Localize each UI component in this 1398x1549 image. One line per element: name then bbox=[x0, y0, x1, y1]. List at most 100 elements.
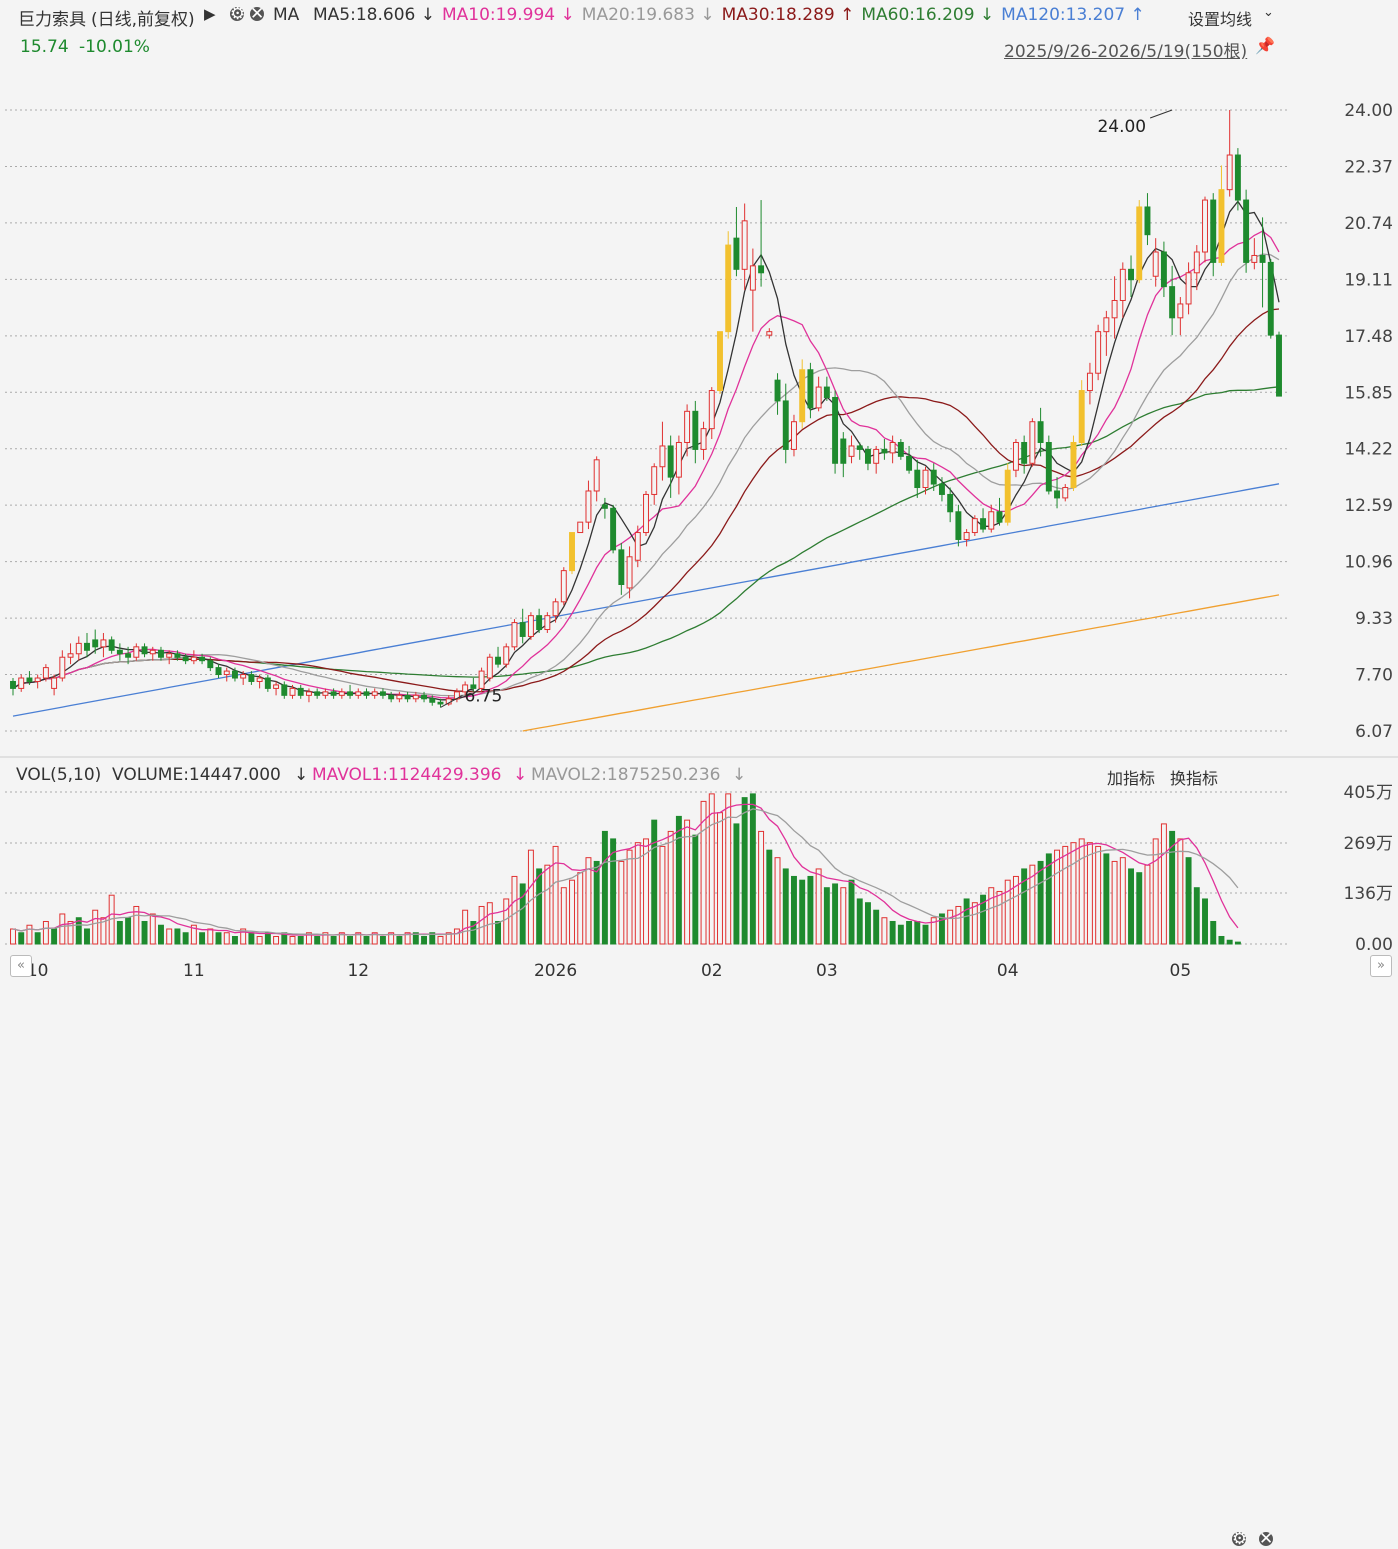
volume-bar[interactable] bbox=[708, 793, 715, 945]
add-indicator-button[interactable]: 加指标 bbox=[1107, 769, 1156, 788]
volume-bar[interactable] bbox=[248, 932, 255, 945]
volume-bar[interactable] bbox=[412, 932, 419, 945]
candle[interactable] bbox=[125, 646, 132, 665]
volume-bar[interactable] bbox=[67, 920, 74, 945]
candle[interactable] bbox=[437, 698, 444, 708]
volume-bar[interactable] bbox=[141, 920, 148, 945]
candle[interactable] bbox=[593, 456, 600, 502]
candle[interactable] bbox=[552, 598, 559, 623]
candle[interactable] bbox=[412, 691, 419, 703]
volume-bar[interactable] bbox=[322, 932, 329, 945]
candle[interactable] bbox=[684, 404, 691, 457]
candle[interactable] bbox=[1177, 297, 1184, 336]
candle[interactable] bbox=[585, 480, 592, 530]
candle[interactable] bbox=[643, 490, 649, 537]
volume-bar[interactable] bbox=[158, 924, 164, 945]
candle[interactable] bbox=[1012, 439, 1019, 478]
candle[interactable] bbox=[207, 657, 214, 672]
volume-bar[interactable] bbox=[1202, 898, 1208, 945]
volume-bar[interactable] bbox=[725, 793, 732, 945]
volume-bar[interactable] bbox=[1218, 935, 1225, 945]
candle[interactable] bbox=[330, 688, 337, 699]
candle[interactable] bbox=[470, 678, 477, 692]
candle[interactable] bbox=[10, 678, 16, 696]
candle[interactable] bbox=[856, 442, 863, 460]
volume-bar[interactable] bbox=[116, 920, 123, 945]
volume-bar[interactable] bbox=[347, 935, 354, 945]
volume-bar[interactable] bbox=[1210, 920, 1217, 945]
volume-bar[interactable] bbox=[618, 860, 625, 945]
candle[interactable] bbox=[108, 636, 115, 654]
volume-bar[interactable] bbox=[881, 917, 888, 945]
candle[interactable] bbox=[930, 463, 937, 491]
candle[interactable] bbox=[1029, 418, 1036, 467]
candle[interactable] bbox=[1210, 193, 1217, 277]
volume-bar[interactable] bbox=[495, 920, 501, 945]
candle[interactable] bbox=[577, 521, 584, 534]
volume-bar[interactable] bbox=[75, 917, 82, 945]
volume-bar[interactable] bbox=[396, 935, 403, 945]
volume-bar[interactable] bbox=[692, 834, 699, 945]
volume-bar[interactable] bbox=[1037, 860, 1044, 945]
volume-bar[interactable] bbox=[864, 902, 871, 945]
volume-bar[interactable] bbox=[215, 932, 222, 945]
volume-bar[interactable] bbox=[125, 917, 132, 945]
candle[interactable] bbox=[1045, 435, 1052, 495]
candle[interactable] bbox=[601, 497, 608, 519]
volume-bar[interactable] bbox=[338, 932, 345, 945]
volume-bar[interactable] bbox=[355, 932, 362, 945]
volume-bar[interactable] bbox=[544, 864, 551, 945]
candle[interactable] bbox=[922, 466, 929, 495]
volume-bar[interactable] bbox=[404, 932, 411, 945]
volume-bar[interactable] bbox=[1095, 845, 1102, 945]
volume-bar[interactable] bbox=[643, 838, 649, 945]
candle[interactable] bbox=[478, 667, 485, 692]
volume-bar[interactable] bbox=[429, 932, 436, 945]
candle[interactable] bbox=[980, 508, 987, 533]
candle[interactable] bbox=[766, 328, 773, 339]
candle[interactable] bbox=[1202, 196, 1208, 263]
volume-bar[interactable] bbox=[240, 928, 247, 945]
volume-bar[interactable] bbox=[51, 928, 58, 945]
candle[interactable] bbox=[659, 421, 666, 481]
candle[interactable] bbox=[158, 646, 164, 661]
volume-bar[interactable] bbox=[273, 935, 280, 945]
candle[interactable] bbox=[289, 684, 296, 699]
switch-indicator-button[interactable]: 换指标 bbox=[1170, 769, 1219, 788]
volume-bar[interactable] bbox=[314, 935, 321, 945]
candle[interactable] bbox=[971, 515, 978, 537]
volume-bar[interactable] bbox=[733, 823, 740, 945]
volume-bar[interactable] bbox=[815, 868, 822, 945]
candle[interactable] bbox=[305, 688, 312, 703]
volume-bar[interactable] bbox=[1144, 864, 1151, 945]
volume-bar[interactable] bbox=[840, 887, 847, 945]
candle[interactable] bbox=[503, 643, 510, 668]
date-range-label[interactable]: 2025/9/26-2026/5/19(150根) bbox=[1004, 42, 1248, 62]
volume-bar[interactable] bbox=[305, 932, 312, 945]
volume-bar[interactable] bbox=[988, 887, 995, 945]
candle[interactable] bbox=[511, 619, 518, 651]
volume-bar[interactable] bbox=[634, 842, 641, 945]
volume-bar[interactable] bbox=[190, 924, 197, 945]
candle[interactable] bbox=[59, 650, 66, 682]
candle[interactable] bbox=[725, 231, 732, 339]
candle[interactable] bbox=[897, 439, 904, 460]
candle[interactable] bbox=[248, 671, 255, 685]
volume-bar[interactable] bbox=[388, 932, 395, 945]
candle[interactable] bbox=[429, 695, 436, 706]
candle[interactable] bbox=[1259, 217, 1266, 308]
candle[interactable] bbox=[864, 445, 871, 471]
volume-bar[interactable] bbox=[947, 909, 954, 945]
candle[interactable] bbox=[141, 643, 148, 658]
volume-bar[interactable] bbox=[832, 883, 839, 945]
volume-bar[interactable] bbox=[1185, 857, 1192, 945]
candle[interactable] bbox=[618, 542, 625, 595]
volume-bar[interactable] bbox=[873, 909, 880, 945]
volume-bar[interactable] bbox=[700, 800, 707, 945]
candle[interactable] bbox=[1037, 407, 1044, 457]
volume-bar[interactable] bbox=[92, 909, 99, 945]
settings-ma-button[interactable]: 设置均线 bbox=[1188, 10, 1253, 29]
volume-bar[interactable] bbox=[84, 928, 90, 945]
candle[interactable] bbox=[519, 608, 526, 644]
candle[interactable] bbox=[651, 463, 658, 505]
